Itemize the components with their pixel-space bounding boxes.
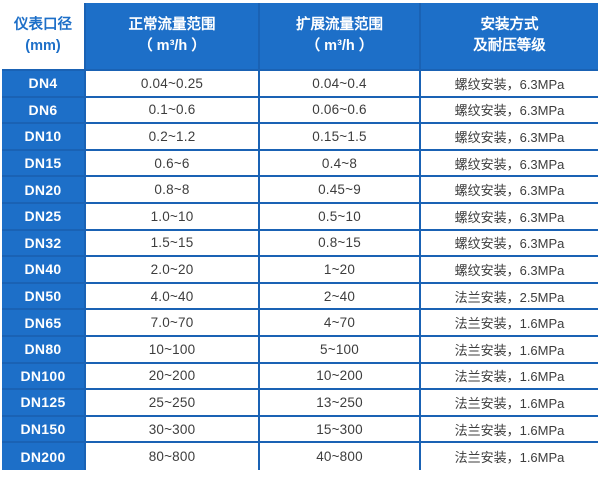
cell-extended-flow: 13~250 — [260, 390, 421, 417]
table-body: DN4 0.04~0.25 0.04~0.4 螺纹安装，6.3MPa DN6 0.1~0.… — [2, 71, 598, 470]
cell-extended-flow: 0.8~15 — [260, 230, 421, 258]
table-header: 仪表口径 (mm) 正常流量范围 （ m³/h ） 扩展流量范围 （ m³/h … — [2, 3, 598, 71]
cell-normal-flow: 30~300 — [86, 416, 260, 444]
cell-nominal-diameter: DN80 — [2, 336, 86, 364]
cell-nominal-diameter: DN65 — [2, 310, 86, 337]
table-row: DN10 0.2~1.2 0.15~1.5 螺纹安装，6.3MPa — [2, 124, 598, 151]
cell-installation: 螺纹安装，6.3MPa — [421, 150, 598, 178]
cell-nominal-diameter: DN40 — [2, 257, 86, 284]
cell-normal-flow: 2.0~20 — [86, 257, 260, 284]
table-row: DN25 1.0~10 0.5~10 螺纹安装，6.3MPa — [2, 203, 598, 231]
cell-nominal-diameter: DN200 — [2, 443, 86, 470]
cell-nominal-diameter: DN15 — [2, 150, 86, 178]
cell-installation: 法兰安装，1.6MPa — [421, 390, 598, 417]
header-cell-nominal-diameter: 仪表口径 (mm) — [2, 3, 86, 71]
cell-extended-flow: 0.04~0.4 — [260, 71, 421, 98]
cell-extended-flow: 0.5~10 — [260, 203, 421, 231]
cell-normal-flow: 4.0~40 — [86, 283, 260, 311]
cell-installation: 法兰安装，1.6MPa — [421, 416, 598, 444]
cell-extended-flow: 0.4~8 — [260, 150, 421, 178]
cell-installation: 法兰安装，1.6MPa — [421, 443, 598, 470]
cell-normal-flow: 10~100 — [86, 336, 260, 364]
cell-nominal-diameter: DN125 — [2, 390, 86, 417]
table-row: DN20 0.8~8 0.45~9 螺纹安装，6.3MPa — [2, 177, 598, 204]
cell-normal-flow: 0.2~1.2 — [86, 124, 260, 151]
cell-nominal-diameter: DN150 — [2, 416, 86, 444]
cell-normal-flow: 0.1~0.6 — [86, 97, 260, 125]
cell-nominal-diameter: DN32 — [2, 230, 86, 258]
table-row: DN100 20~200 10~200 法兰安装，1.6MPa — [2, 363, 598, 391]
cell-installation: 法兰安装，2.5MPa — [421, 283, 598, 311]
cell-installation: 螺纹安装，6.3MPa — [421, 124, 598, 151]
cell-installation: 螺纹安装，6.3MPa — [421, 230, 598, 258]
cell-nominal-diameter: DN100 — [2, 363, 86, 391]
table-row: DN32 1.5~15 0.8~15 螺纹安装，6.3MPa — [2, 230, 598, 258]
table-row: DN80 10~100 5~100 法兰安装，1.6MPa — [2, 336, 598, 364]
cell-nominal-diameter: DN4 — [2, 71, 86, 98]
table-row: DN4 0.04~0.25 0.04~0.4 螺纹安装，6.3MPa — [2, 71, 598, 98]
cell-normal-flow: 0.04~0.25 — [86, 71, 260, 98]
cell-normal-flow: 7.0~70 — [86, 310, 260, 337]
cell-normal-flow: 80~800 — [86, 443, 260, 470]
cell-normal-flow: 0.8~8 — [86, 177, 260, 204]
table-row: DN6 0.1~0.6 0.06~0.6 螺纹安装，6.3MPa — [2, 97, 598, 125]
cell-normal-flow: 1.0~10 — [86, 203, 260, 231]
table-row: DN125 25~250 13~250 法兰安装，1.6MPa — [2, 390, 598, 417]
cell-extended-flow: 0.45~9 — [260, 177, 421, 204]
cell-normal-flow: 20~200 — [86, 363, 260, 391]
header-cell-extended-flow-range: 扩展流量范围 （ m³/h ） — [260, 3, 421, 71]
meter-specification-table: 仪表口径 (mm) 正常流量范围 （ m³/h ） 扩展流量范围 （ m³/h … — [2, 3, 598, 470]
cell-extended-flow: 10~200 — [260, 363, 421, 391]
cell-nominal-diameter: DN25 — [2, 203, 86, 231]
cell-installation: 螺纹安装，6.3MPa — [421, 71, 598, 98]
cell-nominal-diameter: DN10 — [2, 124, 86, 151]
cell-extended-flow: 2~40 — [260, 283, 421, 311]
cell-normal-flow: 25~250 — [86, 390, 260, 417]
cell-extended-flow: 4~70 — [260, 310, 421, 337]
header-cell-normal-flow-range: 正常流量范围 （ m³/h ） — [86, 3, 260, 71]
cell-installation: 螺纹安装，6.3MPa — [421, 97, 598, 125]
cell-installation: 法兰安装，1.6MPa — [421, 310, 598, 337]
cell-nominal-diameter: DN50 — [2, 283, 86, 311]
table-row: DN200 80~800 40~800 法兰安装，1.6MPa — [2, 443, 598, 470]
table-row: DN150 30~300 15~300 法兰安装，1.6MPa — [2, 416, 598, 444]
cell-extended-flow: 0.06~0.6 — [260, 97, 421, 125]
cell-nominal-diameter: DN20 — [2, 177, 86, 204]
table-row: DN40 2.0~20 1~20 螺纹安装，6.3MPa — [2, 257, 598, 284]
cell-extended-flow: 5~100 — [260, 336, 421, 364]
cell-installation: 螺纹安装，6.3MPa — [421, 203, 598, 231]
table-row: DN50 4.0~40 2~40 法兰安装，2.5MPa — [2, 283, 598, 311]
header-cell-installation-and-pressure: 安装方式 及耐压等级 — [421, 3, 598, 71]
cell-normal-flow: 1.5~15 — [86, 230, 260, 258]
cell-normal-flow: 0.6~6 — [86, 150, 260, 178]
cell-extended-flow: 1~20 — [260, 257, 421, 284]
cell-extended-flow: 15~300 — [260, 416, 421, 444]
cell-nominal-diameter: DN6 — [2, 97, 86, 125]
cell-installation: 法兰安装，1.6MPa — [421, 336, 598, 364]
table-row: DN65 7.0~70 4~70 法兰安装，1.6MPa — [2, 310, 598, 337]
cell-extended-flow: 40~800 — [260, 443, 421, 470]
header-row: 仪表口径 (mm) 正常流量范围 （ m³/h ） 扩展流量范围 （ m³/h … — [2, 3, 598, 71]
table-row: DN15 0.6~6 0.4~8 螺纹安装，6.3MPa — [2, 150, 598, 178]
cell-installation: 螺纹安装，6.3MPa — [421, 177, 598, 204]
cell-extended-flow: 0.15~1.5 — [260, 124, 421, 151]
cell-installation: 螺纹安装，6.3MPa — [421, 257, 598, 284]
cell-installation: 法兰安装，1.6MPa — [421, 363, 598, 391]
